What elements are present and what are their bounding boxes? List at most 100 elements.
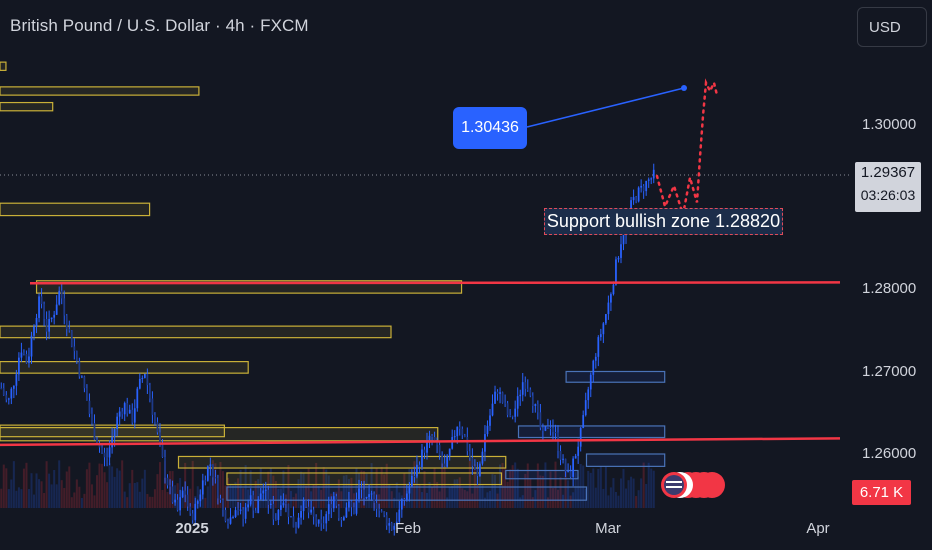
volume-bar xyxy=(448,486,451,508)
currency-button[interactable]: USD xyxy=(857,7,927,47)
candle-body xyxy=(191,513,194,521)
candle-body xyxy=(262,490,265,494)
volume-bar xyxy=(101,463,104,508)
zone-box xyxy=(0,361,249,374)
volume-bar xyxy=(239,469,242,508)
volume-bar xyxy=(501,462,504,508)
candle-body xyxy=(234,510,237,517)
volume-bar xyxy=(504,468,507,508)
volume-bar xyxy=(204,497,207,508)
candle-body xyxy=(572,458,575,477)
candle-body xyxy=(159,432,161,444)
candle-body xyxy=(0,388,3,389)
volume-bar xyxy=(80,497,83,508)
volume-bar xyxy=(567,480,570,508)
volume-bar xyxy=(108,463,111,508)
volume-bar xyxy=(103,472,106,508)
volume-bar xyxy=(141,478,144,508)
volume-bar xyxy=(106,482,109,508)
candle-body xyxy=(297,517,300,528)
candle-body xyxy=(75,351,78,362)
volume-bar xyxy=(355,468,358,508)
candle-body xyxy=(20,352,23,358)
candle-body xyxy=(292,516,295,528)
candle-body xyxy=(257,499,260,514)
volume-bar xyxy=(307,468,310,508)
candle-body xyxy=(411,475,413,487)
volume-bar xyxy=(289,491,292,508)
candle-body xyxy=(174,499,176,503)
x-tick-label: Mar xyxy=(595,520,621,537)
current-price-tag: 1.29367 03:26:03 xyxy=(855,162,921,212)
candle-body xyxy=(604,314,607,324)
volume-bar xyxy=(587,470,590,508)
volume-bar xyxy=(625,488,628,508)
candle-body xyxy=(438,445,441,456)
candle-body xyxy=(116,416,119,430)
candle-body xyxy=(111,437,113,448)
volume-bar xyxy=(70,497,73,508)
candle-body xyxy=(342,517,345,521)
candle-body xyxy=(544,426,547,431)
candle-body xyxy=(327,504,330,515)
candle-body xyxy=(277,509,280,520)
candle-body xyxy=(96,439,98,445)
candle-body xyxy=(50,317,53,320)
volume-bar xyxy=(342,475,345,508)
volume-bar xyxy=(594,487,597,508)
candle-body xyxy=(5,395,8,400)
volume-bar xyxy=(277,488,280,508)
volume-bar xyxy=(315,462,318,508)
candle-body xyxy=(647,179,650,181)
volume-bar xyxy=(506,481,509,508)
volume-bar xyxy=(604,466,607,508)
candle-body xyxy=(244,507,247,519)
candle-body xyxy=(489,415,491,426)
candle-body xyxy=(269,503,272,505)
support-zone-label[interactable]: Support bullish zone 1.28820 xyxy=(544,208,783,235)
volume-bar xyxy=(45,461,48,508)
candle-body xyxy=(471,457,474,466)
candle-body xyxy=(506,403,509,416)
candle-body xyxy=(103,452,106,458)
candle-body xyxy=(312,509,315,517)
candle-body xyxy=(456,426,459,437)
candle-body xyxy=(481,451,484,464)
candle-body xyxy=(499,392,501,394)
candle-body xyxy=(519,394,522,397)
volume-tag: 6.71 K xyxy=(852,480,911,505)
candle-body xyxy=(267,489,270,505)
candle-body xyxy=(179,497,182,511)
volume-bar xyxy=(514,462,517,508)
volume-bar xyxy=(237,478,240,508)
volume-bar xyxy=(297,479,300,508)
volume-bar xyxy=(652,470,655,508)
volume-bar xyxy=(219,461,222,508)
volume-bar xyxy=(350,477,353,508)
volume-bar xyxy=(50,484,53,508)
volume-bar xyxy=(189,488,192,508)
candle-body xyxy=(80,376,83,378)
candle-body xyxy=(360,488,363,490)
candle-body xyxy=(60,290,63,299)
candle-body xyxy=(237,510,239,512)
candle-body xyxy=(194,503,197,521)
volume-bar xyxy=(269,467,272,508)
candle-body xyxy=(549,427,552,429)
candle-body xyxy=(239,509,242,511)
volume-bar xyxy=(232,485,235,508)
candle-body xyxy=(559,451,562,460)
candle-body xyxy=(529,389,532,396)
candle-body xyxy=(330,504,333,509)
candle-body xyxy=(363,489,365,499)
candle-body xyxy=(136,388,139,409)
candle-body xyxy=(33,326,35,336)
candle-body xyxy=(171,486,174,503)
zone-boxes xyxy=(0,61,666,501)
volume-bar xyxy=(272,475,275,508)
target-price-label[interactable]: 1.30436 xyxy=(453,107,527,149)
candle-body xyxy=(534,404,537,407)
y-tick-label: 1.27000 xyxy=(862,363,917,380)
candle-body xyxy=(320,519,323,524)
